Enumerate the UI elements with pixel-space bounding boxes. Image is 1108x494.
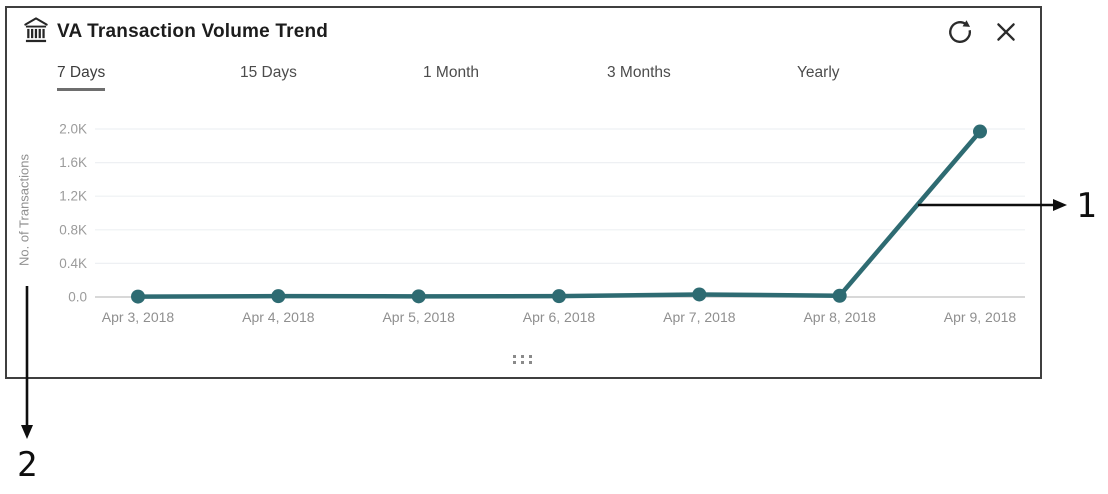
callout-2-label: 2 [17, 445, 38, 485]
panel-title: VA Transaction Volume Trend [57, 21, 329, 42]
x-tick-label: Apr 3, 2018 [102, 309, 175, 325]
y-tick-label: 0.4K [59, 256, 87, 271]
tab-15-days[interactable]: 15 Days [240, 64, 297, 81]
x-tick-label: Apr 7, 2018 [663, 309, 736, 325]
x-tick-label: Apr 5, 2018 [382, 309, 455, 325]
drag-handle-icon[interactable] [513, 355, 533, 365]
refresh-icon [949, 20, 971, 43]
data-point[interactable] [973, 124, 987, 139]
callout-1-label: 1 [1076, 186, 1097, 226]
data-point[interactable] [411, 289, 426, 304]
refresh-button[interactable] [946, 18, 974, 46]
close-button[interactable] [993, 19, 1019, 45]
y-tick-label: 1.2K [59, 189, 87, 204]
data-point[interactable] [692, 287, 707, 302]
close-icon [997, 23, 1015, 41]
data-point[interactable] [131, 289, 145, 304]
tab-7-days[interactable]: 7 Days [57, 64, 106, 91]
y-tick-label: 0.8K [59, 222, 87, 237]
trend-line[interactable] [135, 129, 983, 299]
y-tick-label: 2.0K [59, 122, 87, 137]
tab-1-month[interactable]: 1 Month [423, 64, 480, 81]
tab-3-months[interactable]: 3 Months [607, 64, 671, 81]
x-tick-label: Apr 9, 2018 [944, 309, 1017, 325]
x-tick-label: Apr 6, 2018 [523, 309, 596, 325]
tab-yearly[interactable]: Yearly [797, 64, 840, 81]
y-tick-label: 0.0 [68, 290, 87, 305]
x-tick-label: Apr 8, 2018 [803, 309, 876, 325]
widget-panel [5, 6, 1042, 379]
bank-icon [24, 17, 48, 43]
y-tick-label: 1.6K [59, 155, 87, 170]
data-point[interactable] [552, 289, 566, 304]
x-tick-label: Apr 4, 2018 [242, 309, 315, 325]
data-point[interactable] [271, 289, 286, 304]
data-point[interactable] [832, 288, 847, 303]
